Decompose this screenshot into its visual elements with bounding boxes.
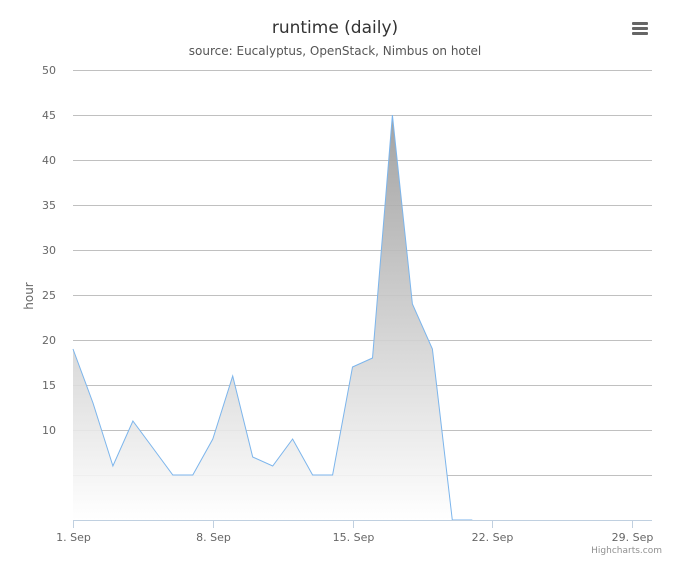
y-tick-label: 10 <box>42 424 56 437</box>
data-point[interactable] <box>209 435 217 443</box>
x-tick-label: 29. Sep <box>612 531 654 544</box>
data-point[interactable] <box>109 462 117 470</box>
series-area <box>69 111 473 521</box>
data-point[interactable] <box>428 345 436 353</box>
chart-title: runtime (daily) <box>272 18 398 38</box>
y-tick-label: 40 <box>42 154 56 167</box>
data-point[interactable] <box>408 300 416 308</box>
data-point[interactable] <box>249 453 257 461</box>
data-point[interactable] <box>329 471 337 479</box>
hamburger-menu-icon[interactable] <box>626 16 654 42</box>
y-axis-title: hour <box>22 282 36 310</box>
data-point[interactable] <box>269 462 277 470</box>
data-point[interactable] <box>369 354 377 362</box>
series-line[interactable] <box>72 114 473 521</box>
x-tick-label: 8. Sep <box>196 531 231 544</box>
x-tick-label: 1. Sep <box>56 531 91 544</box>
data-point[interactable] <box>89 399 97 407</box>
data-point[interactable] <box>69 345 77 353</box>
credits-text[interactable]: Highcharts.com <box>591 546 662 556</box>
y-tick-label: 30 <box>42 244 56 257</box>
y-tick-label: 35 <box>42 199 56 212</box>
data-point[interactable] <box>388 111 396 119</box>
x-tick-label: 22. Sep <box>472 531 514 544</box>
y-tick-label: 25 <box>42 289 56 302</box>
y-tick-label: 15 <box>42 379 56 392</box>
y-tick-label: 45 <box>42 109 56 122</box>
chart-subtitle: source: Eucalyptus, OpenStack, Nimbus on… <box>189 44 481 58</box>
data-point[interactable] <box>349 363 357 371</box>
data-point[interactable] <box>229 372 237 380</box>
series-area-fill <box>73 115 473 520</box>
data-point[interactable] <box>129 417 137 425</box>
data-point[interactable] <box>189 471 197 479</box>
x-tick-label: 15. Sep <box>333 531 375 544</box>
data-point[interactable] <box>149 444 157 452</box>
data-point[interactable] <box>309 471 317 479</box>
axes: 50 45 40 35 30 25 20 15 10 1. Sep 8. Sep 15. Sep 22.… <box>42 64 653 544</box>
y-tick-label: 50 <box>42 64 56 77</box>
data-point[interactable] <box>169 471 177 479</box>
data-point[interactable] <box>289 435 297 443</box>
y-tick-label: 20 <box>42 334 56 347</box>
